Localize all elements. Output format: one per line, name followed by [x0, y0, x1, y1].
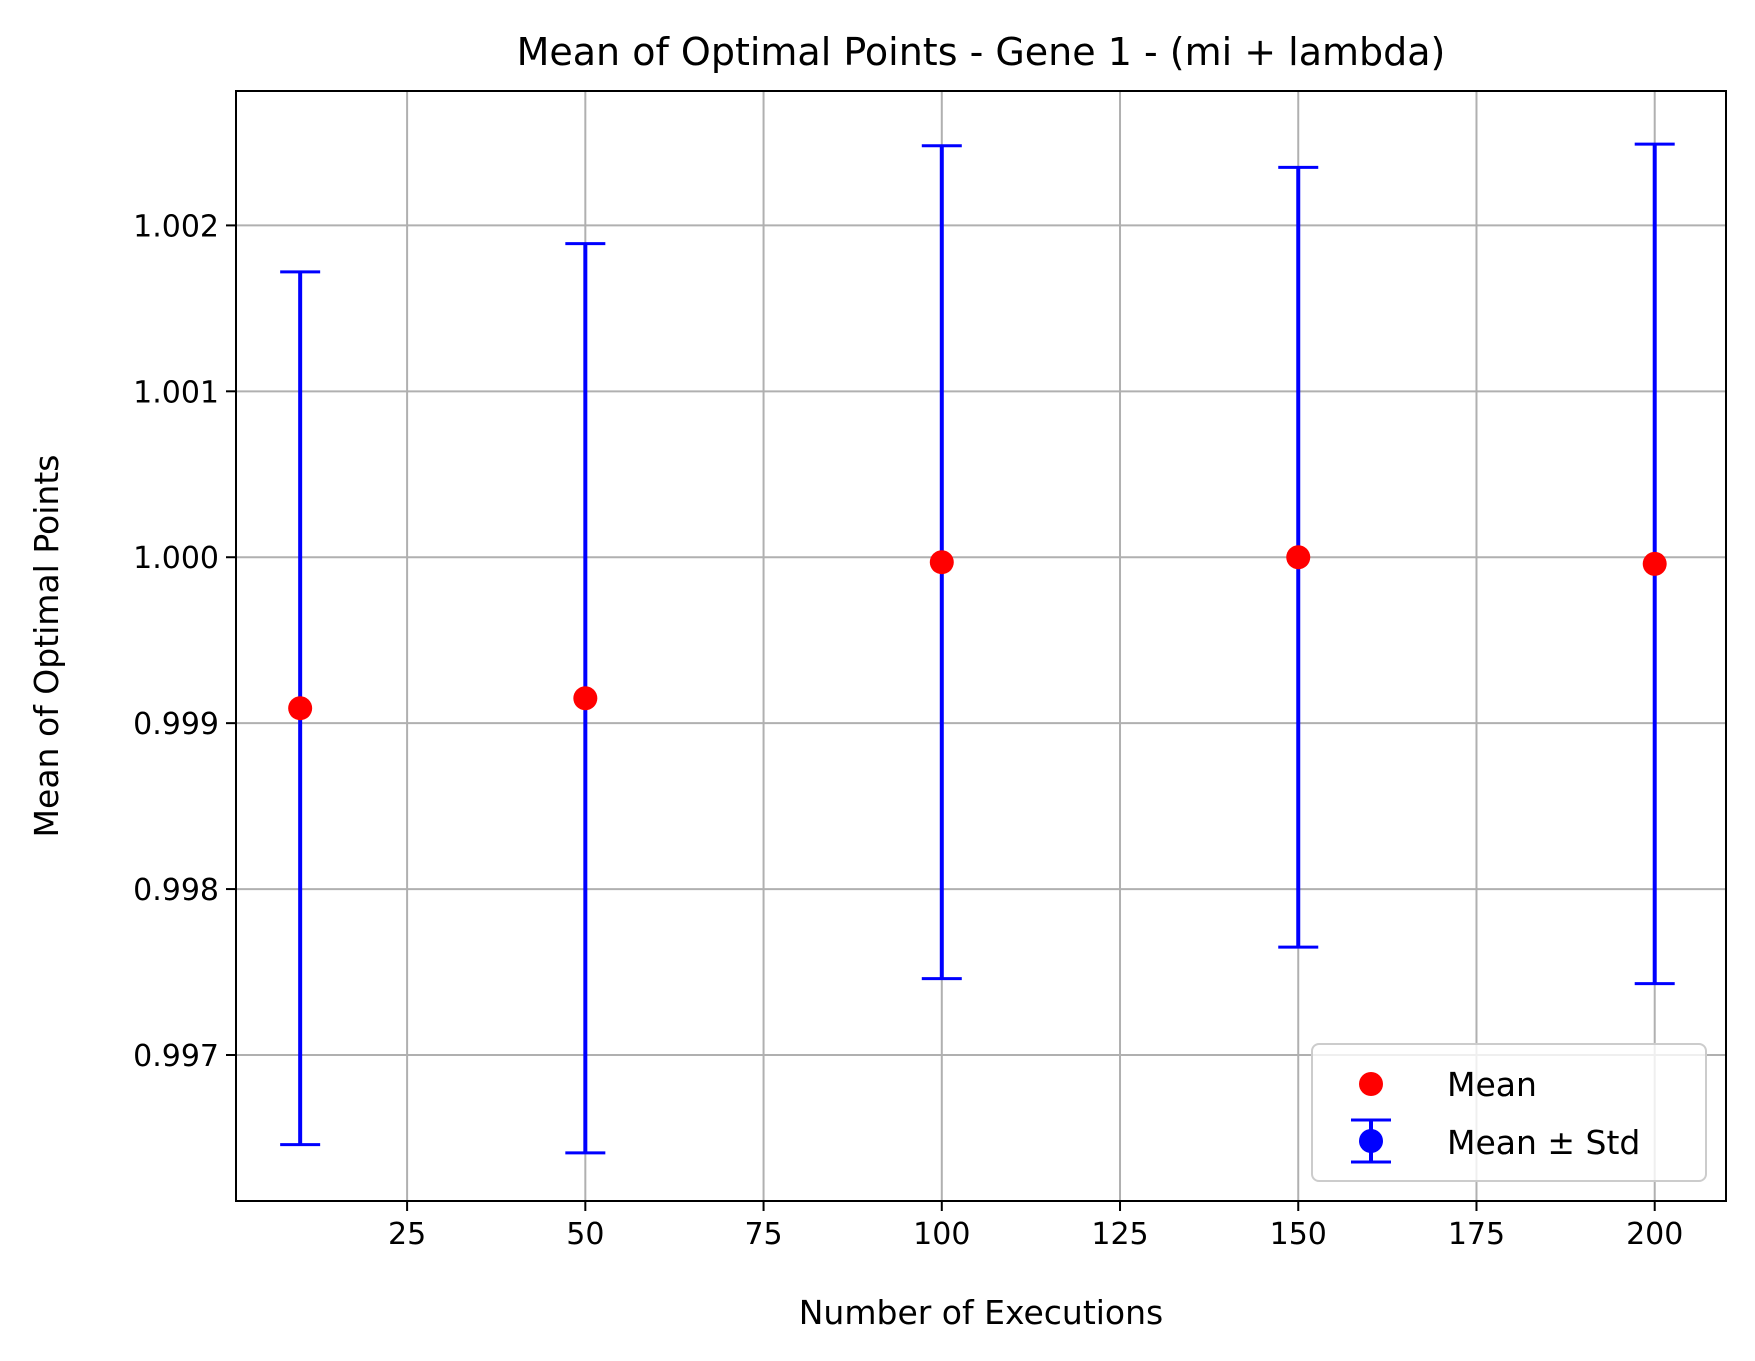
mean-point: [929, 550, 954, 575]
legend-errorbar-label: Mean ± Std: [1447, 1123, 1640, 1162]
x-tick-label: 50: [566, 1217, 604, 1252]
legend-mean-marker: [1359, 1072, 1383, 1096]
legend-box: [1311, 1043, 1707, 1182]
chart-title: Mean of Optimal Points - Gene 1 - (mi + …: [517, 30, 1446, 74]
y-axis-ticks: 0.997 0.998 0.999 1.000 1.001 1.002: [133, 209, 236, 1074]
y-axis-label: Mean of Optimal Points: [27, 455, 66, 838]
x-axis-label: Number of Executions: [799, 1293, 1163, 1332]
x-tick-label: 100: [913, 1217, 970, 1252]
mean-point: [288, 696, 313, 721]
x-axis-ticks: 25 50 75 100 125 150 175 200: [388, 1201, 1683, 1252]
legend-mean-label: Mean: [1447, 1065, 1537, 1104]
y-tick-label: 1.000: [133, 541, 219, 576]
plot-area-frame: [235, 90, 1727, 1202]
x-tick-label: 75: [744, 1217, 782, 1252]
plot-marks: [280, 142, 1675, 1155]
x-tick-label: 175: [1448, 1217, 1505, 1252]
legend-errorbar-marker: [1359, 1129, 1383, 1153]
mean-point: [1286, 545, 1311, 570]
y-tick-label: 1.001: [133, 375, 219, 410]
x-tick-label: 125: [1091, 1217, 1148, 1252]
legend: Mean Mean ± Std: [1311, 1043, 1707, 1182]
y-tick-label: 1.002: [133, 209, 219, 244]
y-tick-label: 0.997: [133, 1039, 219, 1074]
y-tick-label: 0.998: [133, 873, 219, 908]
x-tick-label: 25: [388, 1217, 426, 1252]
mean-point: [1642, 551, 1667, 576]
mean-point: [573, 686, 598, 711]
x-tick-label: 200: [1626, 1217, 1683, 1252]
x-tick-label: 150: [1270, 1217, 1327, 1252]
y-tick-label: 0.999: [133, 707, 219, 742]
